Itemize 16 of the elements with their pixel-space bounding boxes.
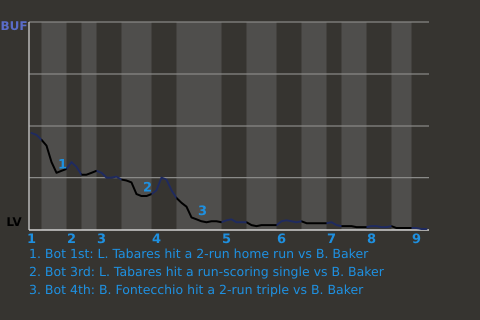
x-tick-label: 1 [26, 232, 36, 247]
text: BUF [0, 19, 28, 33]
annotation: 1 [58, 157, 68, 172]
x-tick-label: 4 [152, 232, 162, 247]
x-tick-label: 8 [366, 232, 376, 247]
x-tick-label: 3 [96, 232, 106, 247]
x-tick-label: 2 [66, 232, 76, 247]
text: 1. Bot 1st: L. Tabares hit a 2-run home run vs B. Baker [29, 246, 370, 261]
x-tick-label: 9 [412, 232, 422, 247]
annotation: 2 [142, 180, 152, 196]
x-tick-label: 5 [222, 232, 232, 247]
annotation: 3 [198, 204, 208, 219]
text: 3. Bot 4th: B. Fontecchio hit a 2-run triple vs B. Baker [29, 282, 364, 297]
x-tick-label: 6 [276, 232, 286, 247]
text: 2. Bot 3rd: L. Tabares hit a run-scoring single vs B. Baker [29, 264, 385, 279]
x-tick-label: 7 [326, 232, 336, 247]
